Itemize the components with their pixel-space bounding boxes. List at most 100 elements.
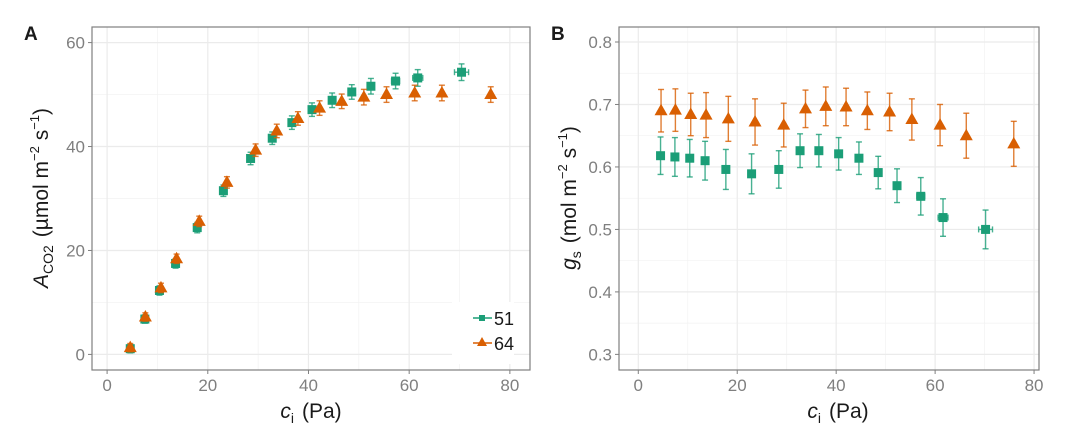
panel-b-y-axis-title-unit-suffix: )	[558, 126, 581, 133]
panel-a-y-axis-title-main: A	[30, 274, 53, 290]
square-marker	[938, 213, 948, 223]
triangle-marker	[192, 214, 206, 226]
data-point-64	[435, 84, 449, 102]
square-marker	[721, 164, 731, 174]
data-point-51	[747, 153, 757, 195]
data-point-51	[700, 140, 710, 181]
square-marker	[685, 153, 695, 163]
square-marker	[854, 153, 864, 163]
data-point-64	[777, 102, 791, 148]
legend: 51 64	[452, 302, 514, 364]
data-point-64	[220, 175, 234, 189]
triangle-marker	[1007, 136, 1021, 149]
data-point-51	[937, 198, 949, 237]
square-marker	[347, 87, 357, 97]
data-point-64	[654, 88, 668, 133]
triangle-marker	[819, 99, 833, 111]
x-tick-label: 40	[827, 376, 846, 395]
triangle-marker	[684, 107, 698, 119]
legend-triangle-marker-icon	[477, 337, 487, 346]
x-tick-label: 40	[299, 376, 318, 395]
legend-background	[452, 302, 514, 364]
panel-a-x-axis-title-sub: i	[291, 410, 294, 426]
data-point-64	[905, 98, 919, 141]
panel-b-frame	[618, 26, 1040, 371]
series-51	[656, 133, 994, 250]
y-tick-label: 0	[76, 345, 85, 364]
triangle-marker	[860, 103, 874, 116]
square-marker	[747, 169, 757, 179]
triangle-marker	[654, 103, 668, 116]
panel-b-y-axis-title-sub: s	[568, 251, 584, 258]
triangle-marker	[699, 108, 713, 120]
panel-b-x-axis-title-unit: (Pa)	[829, 400, 869, 423]
data-point-64	[799, 89, 813, 129]
data-point-51	[774, 150, 784, 189]
triangle-marker	[668, 103, 682, 115]
panel-a-y-axis-title: ACO2 (µmol m−2 s−1)	[27, 108, 56, 290]
data-point-51	[721, 148, 731, 191]
data-point-64	[819, 86, 833, 127]
data-point-51	[670, 136, 680, 178]
y-tick-label: 20	[66, 241, 85, 260]
triangle-marker	[933, 118, 947, 130]
panel-b-y-axis-title-unit-prefix: (mol m	[558, 179, 581, 243]
triangle-marker	[138, 309, 152, 322]
square-marker	[218, 186, 228, 196]
square-marker	[413, 73, 423, 83]
triangle-marker	[435, 86, 449, 98]
data-point-51	[453, 63, 470, 82]
data-point-51	[873, 155, 883, 190]
triangle-marker	[777, 118, 791, 130]
data-point-51	[916, 176, 926, 216]
square-marker	[457, 67, 467, 77]
y-tick-label: 0.8	[588, 33, 612, 52]
panel-a-y-axis-title-exp1: −2	[27, 146, 42, 161]
data-point-64	[270, 123, 284, 139]
data-point-64	[357, 88, 371, 106]
panel-a-grid	[92, 27, 530, 370]
data-point-64	[883, 92, 897, 132]
x-tick-label: 60	[400, 376, 419, 395]
x-tick-label: 0	[634, 376, 643, 395]
x-tick-label: 80	[500, 376, 519, 395]
y-tick-label: 60	[66, 34, 85, 53]
y-tick-label: 0.5	[588, 220, 612, 239]
data-point-51	[366, 77, 376, 95]
data-point-64	[1007, 120, 1021, 168]
data-point-51	[795, 133, 805, 169]
triangle-marker	[291, 111, 305, 123]
panel-a-x-axis-title-unit: (Pa)	[302, 400, 342, 423]
triangle-marker	[270, 123, 284, 136]
data-point-64	[484, 86, 498, 104]
panel-a-y-axis-title-unit-suffix: )	[30, 108, 53, 115]
data-point-64	[933, 103, 947, 147]
panel-b-x-axis-title-sub: i	[818, 410, 821, 426]
data-point-51	[814, 133, 824, 168]
panel-b-y-axis-title-unit-mid: s	[558, 148, 581, 164]
panel-a-y-axis-title-exp2: −1	[27, 115, 42, 130]
triangle-marker	[839, 99, 853, 112]
panel-b-y-axis-title: gs(mol m−2 s−1)	[555, 126, 584, 270]
panel-a-x-axis-title: ci (Pa)	[280, 400, 341, 426]
panel-b-x-axis-title-main: c	[807, 400, 818, 423]
panel-a-y-axis-title-unit-mid: s	[30, 130, 53, 146]
data-point-51	[347, 83, 357, 100]
data-point-64	[138, 309, 152, 322]
x-tick-label: 80	[1025, 376, 1044, 395]
triangle-marker	[905, 112, 919, 124]
panel-a-y-axis-title-unit-prefix: (µmol m	[30, 161, 53, 237]
square-marker	[774, 164, 784, 174]
x-tick-label: 60	[926, 376, 945, 395]
panel-b-y-axis-title-exp1: −2	[555, 164, 570, 179]
data-point-51	[854, 141, 864, 176]
square-marker	[366, 81, 376, 91]
triangle-marker	[154, 280, 168, 293]
square-marker	[307, 105, 317, 115]
panel-b-grid	[619, 27, 1039, 370]
panel-b-marks	[654, 86, 1021, 250]
panel-b-label: B	[551, 24, 565, 45]
data-point-64	[721, 95, 735, 143]
